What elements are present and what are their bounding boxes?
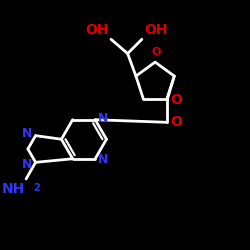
Text: OH: OH [144, 23, 168, 37]
Text: N: N [22, 158, 33, 171]
Text: OH: OH [85, 23, 109, 37]
Text: N: N [98, 154, 109, 166]
Text: NH: NH [2, 182, 25, 196]
Text: O: O [171, 93, 182, 107]
Text: O: O [171, 115, 182, 129]
Text: N: N [22, 127, 33, 140]
Text: 2: 2 [34, 183, 40, 193]
Text: N: N [98, 112, 109, 125]
Text: O: O [152, 47, 161, 57]
